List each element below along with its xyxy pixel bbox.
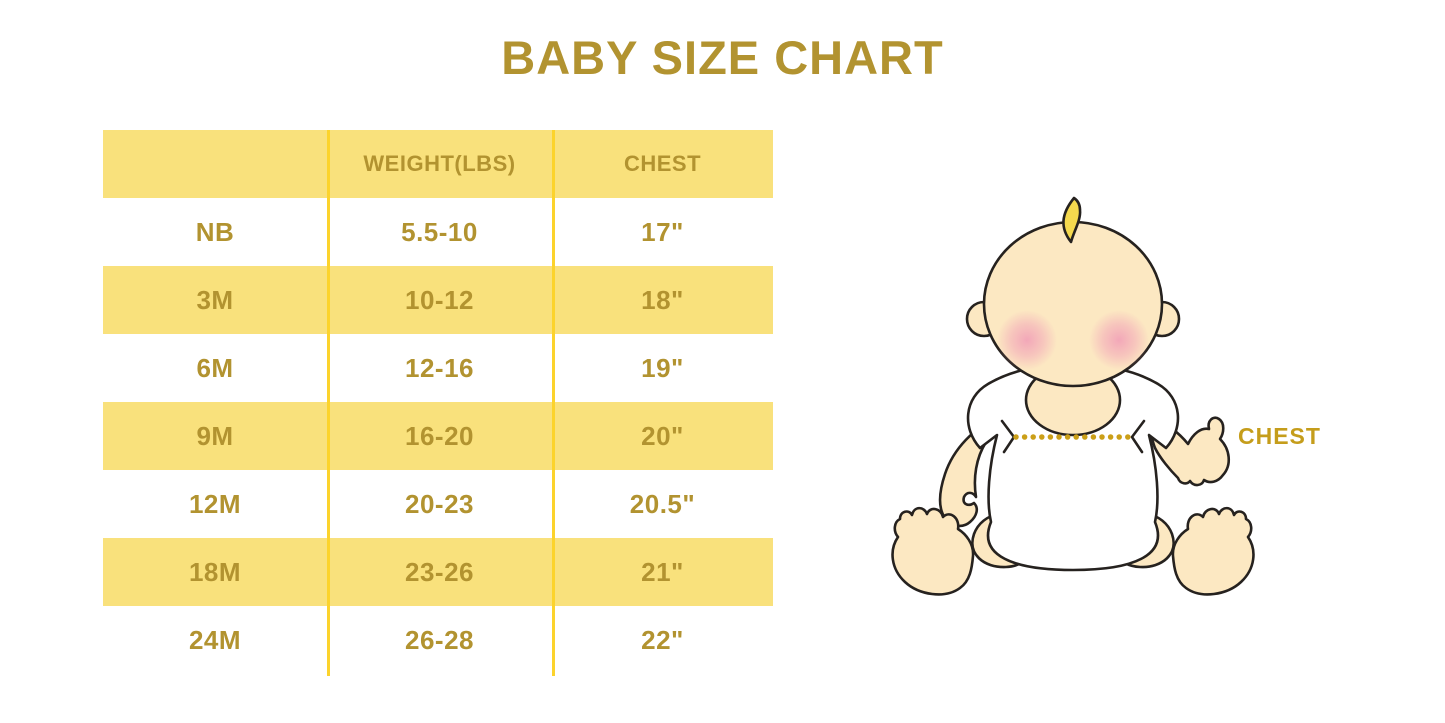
cell-weight: 16-20 xyxy=(327,402,552,470)
baby-left-foot xyxy=(891,506,975,596)
cell-weight: 12-16 xyxy=(405,352,474,383)
table-row: 9M 16-20 20" xyxy=(103,402,773,470)
baby-left-blush xyxy=(997,310,1057,370)
baby-right-blush xyxy=(1089,310,1149,370)
cell-chest: 17" xyxy=(641,216,684,247)
cell-size: 9M xyxy=(103,402,327,470)
cell-chest: 18" xyxy=(552,266,773,334)
header-weight: WEIGHT(LBS) xyxy=(327,130,552,198)
cell-weight: 23-26 xyxy=(327,538,552,606)
cell-weight: 5.5-10 xyxy=(401,216,478,247)
baby-right-foot xyxy=(1171,506,1255,596)
cell-size: 3M xyxy=(103,266,327,334)
size-table-grid: WEIGHT(LBS) CHEST NB 5.5-10 17" 3M 10-12… xyxy=(103,130,773,674)
size-table: WEIGHT(LBS) CHEST NB 5.5-10 17" 3M 10-12… xyxy=(103,130,773,676)
baby-right-armpit xyxy=(1130,419,1146,454)
baby-body xyxy=(966,363,1180,572)
cell-chest: 20" xyxy=(552,402,773,470)
cell-weight: 26-28 xyxy=(405,624,474,655)
baby-illustration xyxy=(891,196,1255,596)
table-row: 3M 10-12 18" xyxy=(103,266,773,334)
table-row: 6M 12-16 19" xyxy=(103,334,773,402)
page-title: BABY SIZE CHART xyxy=(501,31,944,84)
table-row: 12M 20-23 20.5" xyxy=(103,470,773,538)
baby-hair-curl xyxy=(1062,196,1082,244)
table-row: NB 5.5-10 17" xyxy=(103,198,773,266)
column-divider-2 xyxy=(552,130,555,676)
cell-chest: 20.5" xyxy=(629,488,696,519)
cell-size: 18M xyxy=(103,538,327,606)
column-divider-1 xyxy=(327,130,330,676)
cell-weight: 20-23 xyxy=(405,488,474,519)
cell-chest: 21" xyxy=(552,538,773,606)
cell-weight: 10-12 xyxy=(327,266,552,334)
baby-left-arm xyxy=(938,414,1014,528)
header-chest: CHEST xyxy=(552,130,773,198)
table-row: 24M 26-28 22" xyxy=(103,606,773,674)
chest-measure-label: CHEST xyxy=(1238,423,1321,449)
cell-size: 24M xyxy=(188,624,242,655)
cell-chest: 22" xyxy=(641,624,684,655)
table-row: 18M 23-26 21" xyxy=(103,538,773,606)
header-size xyxy=(103,130,327,198)
cell-chest: 19" xyxy=(641,352,684,383)
table-header-row: WEIGHT(LBS) CHEST xyxy=(103,130,773,198)
cell-size: NB xyxy=(195,216,235,247)
cell-size: 12M xyxy=(188,488,242,519)
cell-size: 6M xyxy=(196,352,234,383)
